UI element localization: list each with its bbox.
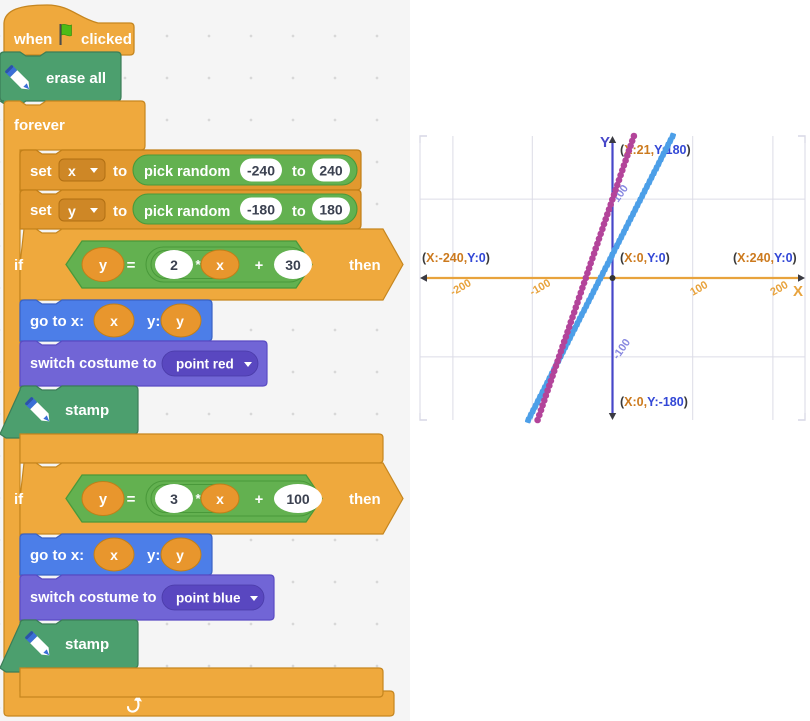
svg-text:=: =	[127, 491, 136, 508]
svg-text:go to x:: go to x:	[30, 547, 84, 564]
svg-text:x: x	[216, 491, 224, 507]
svg-text:30: 30	[285, 257, 301, 273]
svg-text:go to x:: go to x:	[30, 313, 84, 330]
svg-text:(X:0,Y:-180): (X:0,Y:-180)	[620, 395, 688, 409]
svg-text:pick random: pick random	[144, 204, 230, 220]
svg-text:when: when	[13, 31, 52, 48]
svg-text:y:: y:	[147, 547, 160, 564]
svg-text:y: y	[176, 547, 184, 563]
svg-text:switch costume to: switch costume to	[30, 356, 157, 372]
svg-text:to: to	[113, 163, 127, 180]
svg-text:erase all: erase all	[46, 70, 106, 87]
svg-text:X: X	[793, 283, 803, 300]
svg-text:+: +	[255, 492, 263, 508]
svg-text:x: x	[110, 547, 118, 563]
svg-text:pick random: pick random	[144, 164, 230, 180]
svg-text:-100: -100	[611, 337, 633, 362]
svg-text:stamp: stamp	[65, 636, 109, 653]
svg-text:100: 100	[286, 491, 310, 507]
svg-text:y: y	[99, 258, 107, 274]
svg-text:Y: Y	[600, 134, 610, 151]
svg-text:-180: -180	[247, 202, 275, 218]
svg-text:+: +	[255, 258, 263, 274]
svg-text:to: to	[292, 164, 306, 180]
svg-text:180: 180	[319, 202, 343, 218]
svg-text:point blue: point blue	[176, 591, 241, 606]
svg-text:to: to	[113, 203, 127, 220]
svg-text:set: set	[30, 163, 52, 180]
svg-text:then: then	[349, 257, 381, 274]
svg-text:x: x	[216, 257, 224, 273]
svg-text:point red: point red	[176, 357, 234, 372]
svg-text:-100: -100	[528, 277, 553, 298]
svg-text:(X:240,Y:0): (X:240,Y:0)	[733, 251, 797, 265]
svg-text:to: to	[292, 204, 306, 220]
svg-text:200: 200	[768, 279, 790, 299]
svg-text:if: if	[14, 491, 24, 508]
svg-text:switch costume to: switch costume to	[30, 590, 157, 606]
svg-text:-240: -240	[247, 163, 275, 179]
svg-text:clicked: clicked	[81, 31, 132, 48]
svg-text:y: y	[99, 492, 107, 508]
svg-text:2: 2	[170, 257, 178, 273]
svg-text:3: 3	[170, 491, 178, 507]
svg-text:stamp: stamp	[65, 402, 109, 419]
svg-text:y:: y:	[147, 313, 160, 330]
svg-text:forever: forever	[14, 117, 65, 134]
svg-text:-200: -200	[448, 277, 473, 298]
svg-text:if: if	[14, 257, 24, 274]
svg-text:y: y	[68, 203, 76, 219]
svg-text:(X:0,Y:0): (X:0,Y:0)	[620, 251, 670, 265]
svg-text:=: =	[127, 257, 136, 274]
svg-text:240: 240	[319, 163, 343, 179]
svg-text:100: 100	[688, 279, 710, 299]
svg-text:(X:-240,Y:0): (X:-240,Y:0)	[422, 251, 490, 265]
svg-text:x: x	[68, 163, 76, 179]
svg-text:then: then	[349, 491, 381, 508]
svg-text:y: y	[176, 313, 184, 329]
svg-text:x: x	[110, 313, 118, 329]
svg-text:set: set	[30, 202, 52, 219]
